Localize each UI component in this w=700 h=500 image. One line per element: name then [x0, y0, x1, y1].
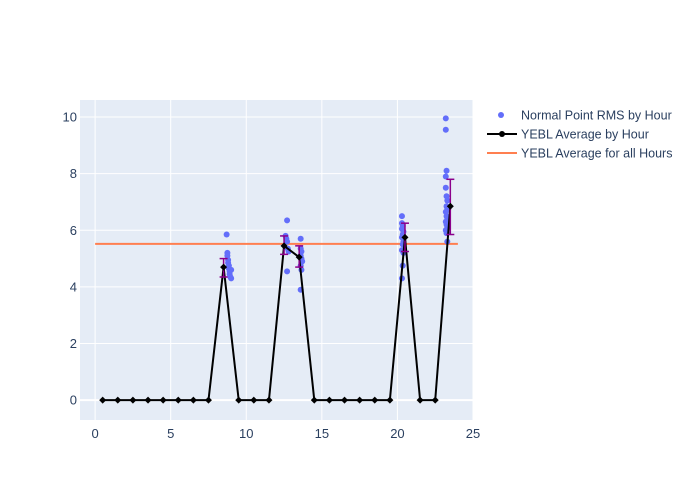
rms-point — [442, 115, 449, 122]
hourly-average-marker — [386, 396, 394, 404]
legend-label-hourly-average: YEBL Average by Hour — [521, 128, 649, 142]
hourly-average-marker — [174, 396, 182, 404]
hourly-average-marker — [280, 242, 288, 250]
y-tick-label: 4 — [70, 279, 77, 294]
x-tick-label: 25 — [466, 426, 480, 441]
hourly-average-marker — [144, 396, 152, 404]
legend-label-overall-average: YEBL Average for all Hours — [521, 147, 672, 161]
x-tick-label: 10 — [239, 426, 253, 441]
rms-point — [284, 238, 291, 245]
hourly-average-marker — [129, 396, 137, 404]
y-tick-label: 8 — [70, 166, 77, 181]
hourly-average-marker — [356, 396, 364, 404]
hourly-average-marker — [446, 202, 454, 210]
rms-point — [228, 266, 235, 273]
rms-point — [443, 167, 450, 174]
legend-item-overall-average[interactable]: YEBL Average for all Hours — [487, 147, 672, 161]
rms-point — [442, 184, 449, 191]
hourly-average-marker — [341, 396, 349, 404]
rms-point — [228, 275, 235, 282]
x-axis: 0 5 10 15 20 25 — [91, 426, 480, 441]
hourly-average-marker — [295, 253, 303, 261]
hourly-average-marker — [99, 396, 107, 404]
y-axis: 0 2 4 6 8 10 — [63, 109, 77, 407]
hourly-average-marker — [159, 396, 167, 404]
legend-item-hourly-average[interactable]: YEBL Average by Hour — [487, 128, 649, 142]
plot-background — [80, 100, 473, 420]
rms-point — [444, 197, 451, 204]
hourly-average-marker — [431, 396, 439, 404]
x-tick-label: 5 — [167, 426, 174, 441]
legend-marker-hourly-average — [499, 131, 505, 137]
rms-point — [398, 213, 405, 220]
legend-label-rms: Normal Point RMS by Hour — [521, 109, 672, 123]
hourly-average-marker — [220, 263, 228, 271]
y-tick-label: 2 — [70, 336, 77, 351]
y-tick-label: 6 — [70, 223, 77, 238]
rms-point — [284, 268, 291, 275]
legend[interactable]: Normal Point RMS by Hour YEBL Average by … — [487, 109, 672, 161]
hourly-average-marker — [114, 396, 122, 404]
hourly-average-marker — [235, 396, 243, 404]
rms-point — [442, 126, 449, 133]
x-tick-label: 20 — [390, 426, 404, 441]
hourly-average-marker — [250, 396, 258, 404]
legend-item-rms[interactable]: Normal Point RMS by Hour — [498, 109, 672, 123]
hourly-average-marker — [401, 233, 409, 241]
plot-area — [95, 115, 458, 404]
legend-marker-rms — [498, 112, 504, 118]
hourly-average-marker — [325, 396, 333, 404]
y-tick-label: 0 — [70, 393, 77, 408]
hourly-average-marker — [416, 396, 424, 404]
rms-point — [297, 235, 304, 242]
x-tick-label: 15 — [315, 426, 329, 441]
y-tick-label: 10 — [63, 109, 77, 124]
hourly-average-marker — [310, 396, 318, 404]
rms-point — [223, 231, 230, 238]
x-tick-label: 0 — [91, 426, 98, 441]
hourly-average-marker — [204, 396, 212, 404]
hourly-average-marker — [189, 396, 197, 404]
hourly-average-marker — [371, 396, 379, 404]
rms-point — [284, 217, 291, 224]
rms-point — [442, 173, 449, 180]
hourly-average-marker — [265, 396, 273, 404]
